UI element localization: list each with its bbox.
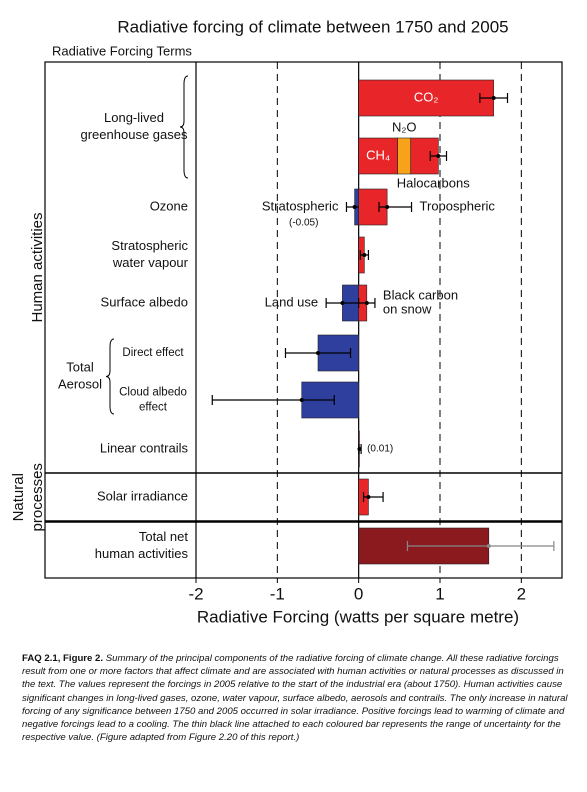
bar-segment [358,137,399,175]
level-label: Ozone [150,198,188,213]
error-center [436,154,441,158]
caption-text: Summary of the principal components of t… [22,653,568,744]
section-label: Natural [10,473,27,521]
x-tick-label: 2 [517,584,526,603]
error-center [364,301,369,305]
bar-label: Tropospheric [420,198,496,213]
chart: Radiative forcing of climate between 175… [10,17,563,626]
x-tick-label: -2 [188,584,203,603]
segment-label: Halocarbons [397,175,470,190]
level-label: Total net [139,529,189,544]
bar-label: Land use [265,294,319,309]
error-center [299,398,304,402]
level-label: Linear contrails [100,440,189,455]
caption-label: FAQ 2.1, Figure 2. [22,653,104,664]
row-label: greenhouse gases [81,127,188,142]
section-label: processes [29,463,46,531]
x-tick-label: 0 [354,584,363,603]
row-label: Aerosol [58,376,102,391]
section-label: Human activities [29,212,46,322]
level-label: water vapour [112,255,189,270]
error-center [486,544,491,548]
bar-label: Black carbon [383,287,458,302]
x-tick-label: 1 [435,584,444,603]
error-center [316,351,320,355]
error-center [340,301,345,305]
bracket [105,338,115,415]
segment-label: CO₂ [414,89,439,104]
value-label: (0.01) [367,444,393,455]
level-label: effect [139,402,168,414]
chart-title: Radiative forcing of climate between 175… [117,17,508,36]
bar-segment [397,137,412,175]
segment-label: N₂O [392,119,417,134]
bar-label: Stratospheric [262,198,339,213]
level-label: Direct effect [122,347,184,359]
level-label: Cloud albedo [119,387,187,399]
level-label: human activities [95,546,189,561]
error-center [366,495,371,499]
row-label: Total [66,359,94,374]
error-center [362,253,367,257]
bracket [179,75,189,179]
caption: FAQ 2.1, Figure 2. Summary of the princi… [22,652,570,744]
level-label: Surface albedo [101,294,188,309]
plot-frame [44,61,563,579]
value-label: (-0.05) [289,218,318,229]
error-center [357,447,362,451]
error-center [491,96,496,100]
error-center [352,205,357,209]
chart-subtitle: Radiative Forcing Terms [52,43,192,58]
error-center [385,205,390,209]
bar-label: on snow [383,301,432,316]
segment-label: CH₄ [366,147,390,162]
level-label: Stratospheric [111,238,188,253]
x-axis-label: Radiative Forcing (watts per square metr… [197,607,519,626]
x-tick-label: -1 [270,584,285,603]
row-label: Long-lived [104,110,164,125]
level-label: Solar irradiance [97,488,188,503]
